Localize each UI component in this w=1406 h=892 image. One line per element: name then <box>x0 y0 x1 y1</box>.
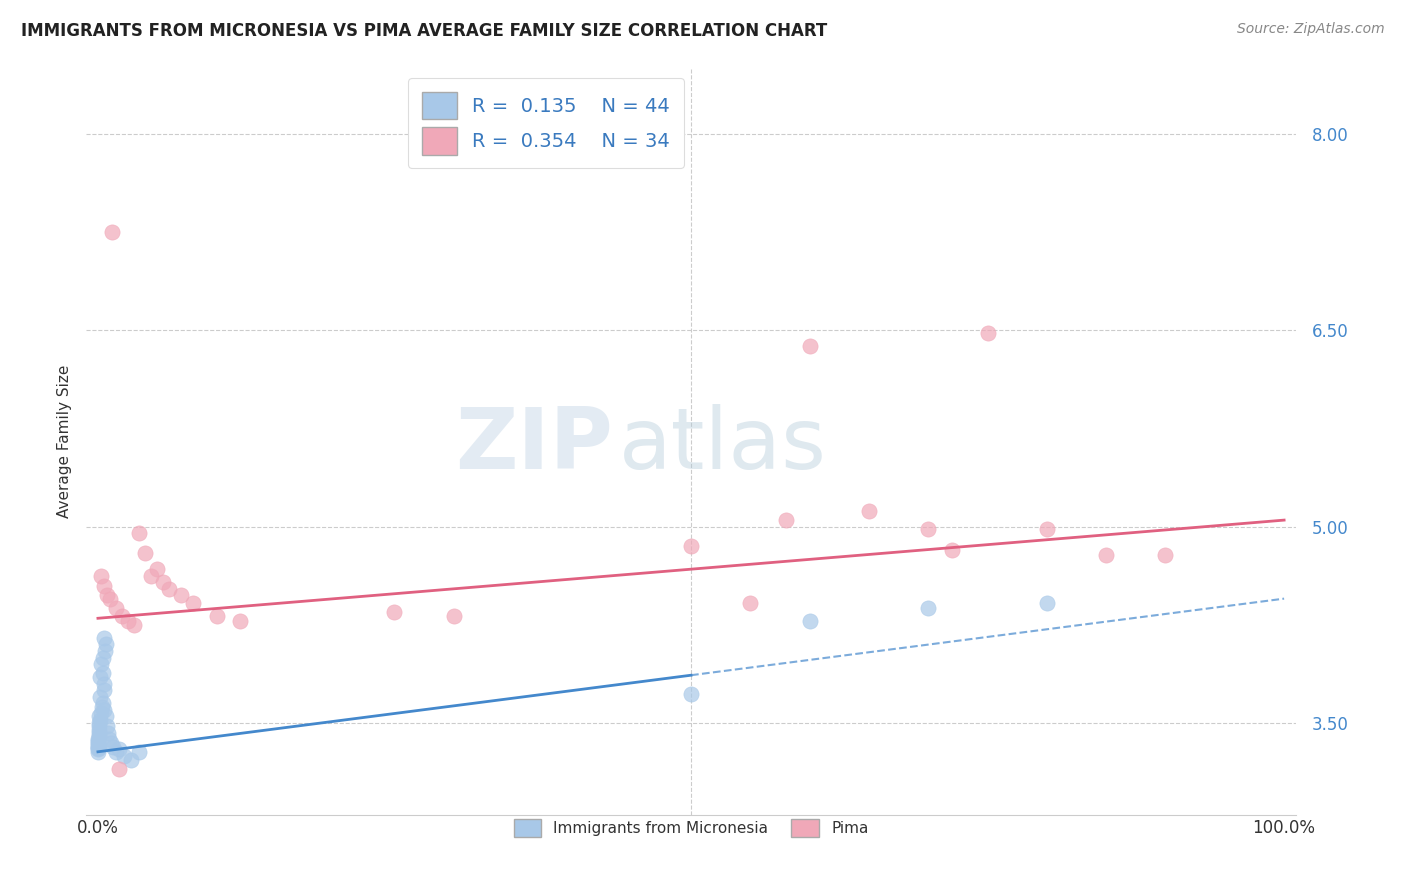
Point <box>679 539 702 553</box>
Text: ZIP: ZIP <box>454 404 613 487</box>
Point <box>100 736 122 750</box>
Point <box>97 726 120 740</box>
Point <box>87 709 110 723</box>
Point <box>799 614 821 628</box>
Point <box>96 588 118 602</box>
Point <box>87 742 110 756</box>
Point <box>91 697 114 711</box>
Point <box>122 617 145 632</box>
Point <box>93 578 115 592</box>
Point <box>91 650 114 665</box>
Point <box>87 738 110 752</box>
Point <box>679 687 702 701</box>
Point <box>117 614 139 628</box>
Point <box>93 703 115 717</box>
Point <box>93 683 115 698</box>
Point <box>87 745 110 759</box>
Point <box>93 631 115 645</box>
Text: IMMIGRANTS FROM MICRONESIA VS PIMA AVERAGE FAMILY SIZE CORRELATION CHART: IMMIGRANTS FROM MICRONESIA VS PIMA AVERA… <box>21 22 827 40</box>
Point <box>90 569 112 583</box>
Point <box>917 600 939 615</box>
Point <box>799 339 821 353</box>
Point <box>87 734 110 748</box>
Text: Source: ZipAtlas.com: Source: ZipAtlas.com <box>1237 22 1385 37</box>
Point <box>229 614 252 628</box>
Point <box>89 690 111 704</box>
Point <box>858 504 880 518</box>
Point <box>104 745 127 759</box>
Point <box>181 596 204 610</box>
Point <box>89 718 111 732</box>
Point <box>96 637 118 651</box>
Point <box>96 718 118 732</box>
Point <box>128 745 150 759</box>
Point <box>90 657 112 671</box>
Point <box>205 608 228 623</box>
Point <box>87 740 110 755</box>
Point <box>134 546 156 560</box>
Legend: Immigrants from Micronesia, Pima: Immigrants from Micronesia, Pima <box>506 812 876 845</box>
Point <box>146 561 169 575</box>
Point <box>91 666 114 681</box>
Point <box>89 714 111 728</box>
Point <box>157 582 180 597</box>
Point <box>108 742 131 756</box>
Point <box>108 762 131 776</box>
Point <box>94 644 117 658</box>
Point <box>87 736 110 750</box>
Point <box>941 543 963 558</box>
Point <box>87 726 110 740</box>
Point <box>170 588 193 602</box>
Point <box>141 569 163 583</box>
Point <box>128 526 150 541</box>
Point <box>98 591 121 606</box>
Point <box>384 605 406 619</box>
Text: atlas: atlas <box>619 404 827 487</box>
Point <box>111 608 134 623</box>
Point <box>917 522 939 536</box>
Point <box>101 225 124 239</box>
Point <box>87 731 110 746</box>
Point <box>93 677 115 691</box>
Point <box>87 739 110 754</box>
Point <box>87 723 110 737</box>
Point <box>1095 549 1118 563</box>
Point <box>740 596 762 610</box>
Point <box>120 753 142 767</box>
Point <box>502 818 524 832</box>
Point <box>443 608 465 623</box>
Point <box>1154 549 1177 563</box>
Point <box>94 709 117 723</box>
Point <box>976 326 998 340</box>
Point <box>775 513 797 527</box>
Point <box>90 706 112 720</box>
Point <box>1036 596 1059 610</box>
Point <box>103 739 125 754</box>
Point <box>87 729 110 743</box>
Point <box>112 748 135 763</box>
Point <box>87 716 110 731</box>
Point <box>104 600 127 615</box>
Point <box>98 731 121 746</box>
Point <box>89 670 111 684</box>
Point <box>1036 522 1059 536</box>
Point <box>152 574 174 589</box>
Point <box>91 700 114 714</box>
Y-axis label: Average Family Size: Average Family Size <box>58 365 72 518</box>
